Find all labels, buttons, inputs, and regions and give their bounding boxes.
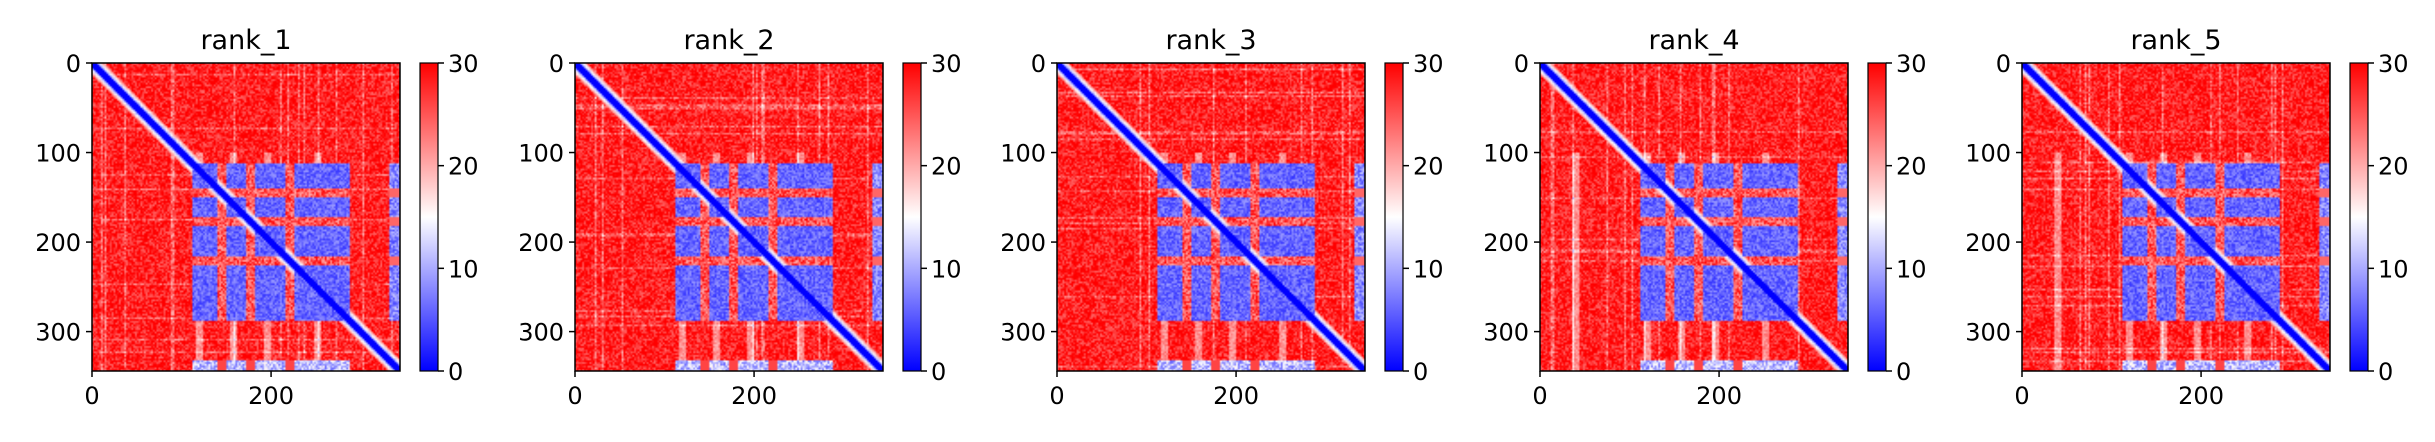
- colorbar-tick-label: 30: [1413, 50, 1444, 78]
- y-tick-label: 0: [1031, 50, 1046, 78]
- x-tick-label: 0: [84, 382, 99, 410]
- y-tick-label: 0: [1996, 50, 2011, 78]
- y-tick-label: 0: [1514, 50, 1529, 78]
- colorbar: [2349, 62, 2369, 372]
- colorbar: [902, 62, 922, 372]
- colorbar-tick-label: 10: [931, 255, 962, 283]
- colorbar-tick-label: 0: [2378, 358, 2393, 386]
- colorbar-tick-label: 20: [2378, 153, 2409, 181]
- y-tick-label: 100: [35, 140, 81, 168]
- colorbar-tick-label: 0: [1413, 358, 1428, 386]
- x-tick-label: 200: [2178, 382, 2224, 410]
- axes-frame: [2021, 62, 2331, 372]
- colorbar-tick-label: 0: [448, 358, 463, 386]
- y-tick-label: 100: [1965, 140, 2011, 168]
- y-tick-label: 300: [518, 319, 564, 347]
- colorbar-tick-label: 20: [931, 153, 962, 181]
- y-tick-label: 200: [1000, 229, 1046, 257]
- axes-frame: [1539, 62, 1849, 372]
- x-tick-label: 0: [1532, 382, 1547, 410]
- panel-rank_1: rank_1 0 100 200 300 0 200 0 10 20 30: [35, 25, 478, 410]
- colorbar-tick-label: 10: [2378, 255, 2409, 283]
- y-tick-label: 100: [1483, 140, 1529, 168]
- y-tick-label: 200: [1965, 229, 2011, 257]
- heatmap-image: [92, 63, 400, 371]
- y-tick-label: 200: [1483, 229, 1529, 257]
- axes-frame: [91, 62, 401, 372]
- x-tick-label: 0: [2014, 382, 2029, 410]
- x-tick-label: 200: [1213, 382, 1259, 410]
- colorbar-tick-label: 30: [448, 50, 479, 78]
- x-tick-label: 0: [567, 382, 582, 410]
- y-tick-label: 0: [549, 50, 564, 78]
- colorbar-tick-label: 0: [931, 358, 946, 386]
- colorbar-tick-label: 20: [1896, 153, 1927, 181]
- colorbar: [1867, 62, 1887, 372]
- y-tick-label: 300: [1000, 319, 1046, 347]
- panel-rank_4: rank_4 0 100 200 300 0 200 0 10 20 30: [1483, 25, 1926, 410]
- heatmap-image: [575, 63, 883, 371]
- colorbar-tick-label: 10: [1896, 255, 1927, 283]
- panel-title: rank_3: [1165, 25, 1256, 56]
- axes-frame: [1056, 62, 1366, 372]
- y-tick-label: 200: [518, 229, 564, 257]
- panel-rank_2: rank_2 0 100 200 300 0 200 0 10 20 30: [518, 25, 961, 410]
- colorbar-tick-label: 30: [931, 50, 962, 78]
- colorbar-tick-label: 10: [1413, 255, 1444, 283]
- y-tick-label: 300: [1483, 319, 1529, 347]
- y-tick-label: 100: [518, 140, 564, 168]
- colorbar-tick-label: 20: [448, 153, 479, 181]
- colorbar-tick-label: 30: [1896, 50, 1927, 78]
- y-tick-label: 0: [66, 50, 81, 78]
- panel-rank_5: rank_5 0 100 200 300 0 200 0 10 20 30: [1965, 25, 2408, 410]
- y-tick-label: 300: [1965, 319, 2011, 347]
- x-tick-label: 200: [248, 382, 294, 410]
- y-tick-label: 100: [1000, 140, 1046, 168]
- axes-frame: [574, 62, 884, 372]
- panel-rank_3: rank_3 0 100 200 300 0 200 0 10 20 30: [1000, 25, 1443, 410]
- x-tick-label: 0: [1049, 382, 1064, 410]
- panel-title: rank_4: [1648, 25, 1739, 56]
- colorbar-tick-label: 10: [448, 255, 479, 283]
- colorbar: [419, 62, 439, 372]
- panel-title: rank_2: [683, 25, 774, 56]
- x-tick-label: 200: [1696, 382, 1742, 410]
- colorbar-tick-label: 30: [2378, 50, 2409, 78]
- heatmap-image: [2022, 63, 2330, 371]
- panel-title: rank_5: [2130, 25, 2221, 56]
- colorbar-tick-label: 0: [1896, 358, 1911, 386]
- y-tick-label: 300: [35, 319, 81, 347]
- heatmap-image: [1540, 63, 1848, 371]
- y-tick-label: 200: [35, 229, 81, 257]
- panel-title: rank_1: [200, 25, 291, 56]
- colorbar: [1384, 62, 1404, 372]
- x-tick-label: 200: [731, 382, 777, 410]
- heatmap-image: [1057, 63, 1365, 371]
- colorbar-tick-label: 20: [1413, 153, 1444, 181]
